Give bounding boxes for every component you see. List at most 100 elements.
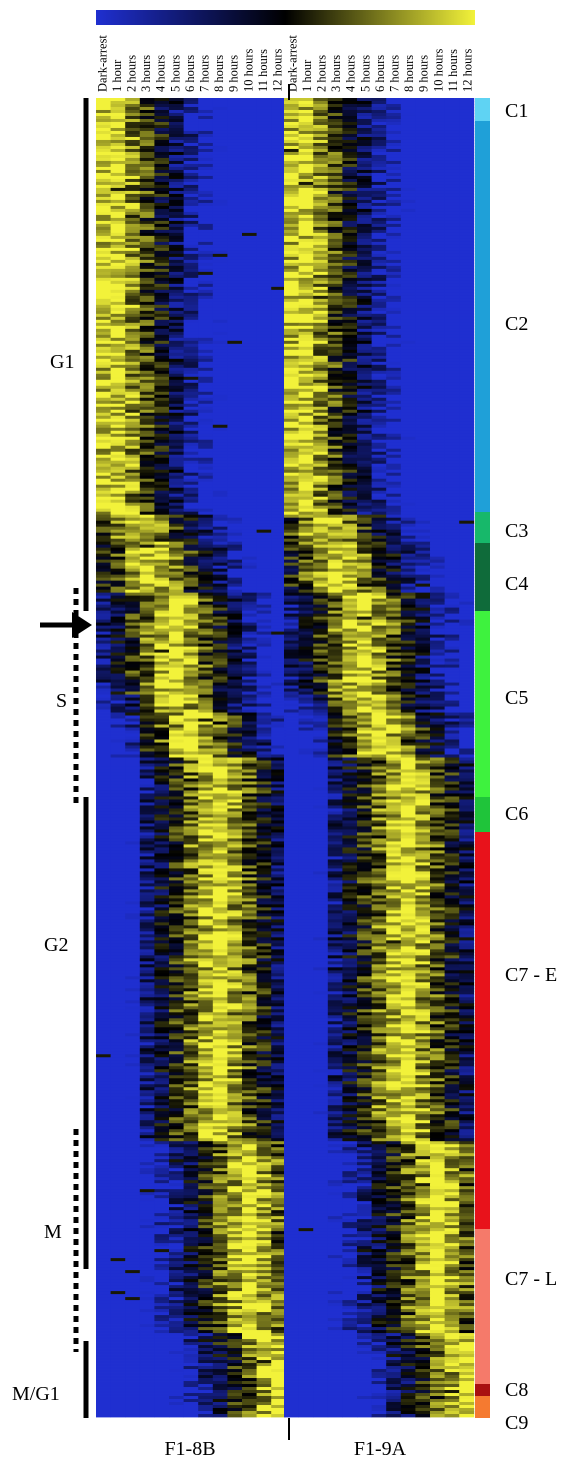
heatmap-cell — [212, 556, 228, 561]
heatmap-cell — [139, 322, 155, 327]
heatmap-cell — [198, 676, 214, 680]
heatmap-cell — [125, 364, 141, 369]
heatmap-cell — [198, 313, 214, 318]
heatmap-cell — [169, 1123, 184, 1127]
heatmap-cell — [139, 1117, 155, 1121]
heatmap-cell — [125, 628, 141, 632]
heatmap-cell — [256, 883, 272, 887]
heatmap-cell — [96, 739, 111, 743]
heatmap-cell — [110, 337, 126, 342]
heatmap-cell — [110, 520, 126, 525]
heatmap-cell — [242, 187, 257, 192]
heatmap-cell — [110, 1216, 126, 1220]
heatmap-cell — [227, 922, 243, 926]
heatmap-cell — [169, 574, 184, 579]
heatmap-cell — [198, 865, 214, 869]
heatmap-cell — [227, 379, 243, 384]
heatmap-cell — [242, 868, 257, 872]
heatmap-cell — [227, 331, 243, 336]
heatmap-cell — [96, 1189, 111, 1193]
heatmap-cell — [110, 373, 126, 378]
heatmap-cell — [242, 487, 257, 492]
heatmap-cell — [125, 934, 141, 938]
heatmap-cell — [242, 973, 257, 977]
heatmap-cell — [256, 808, 272, 812]
heatmap-cell — [198, 862, 214, 866]
heatmap-cell — [139, 1084, 155, 1088]
heatmap-cell — [154, 1126, 170, 1130]
heatmap-cell — [227, 265, 243, 270]
heatmap-cell — [125, 370, 141, 375]
heatmap-cell — [154, 112, 170, 117]
heatmap-cell — [227, 1195, 243, 1199]
heatmap-cell — [256, 493, 272, 498]
heatmap-cell — [256, 580, 272, 585]
heatmap-cell — [154, 727, 170, 731]
heatmap-cell — [125, 898, 141, 902]
heatmap-cell — [227, 775, 243, 779]
heatmap-cell — [139, 754, 155, 758]
heatmap-cell — [154, 775, 170, 779]
heatmap-cell — [139, 157, 155, 162]
heatmap-cell — [198, 874, 214, 878]
heatmap-cell — [125, 184, 141, 189]
heatmap-cell — [212, 334, 228, 339]
heatmap-cell — [169, 259, 184, 264]
heatmap-cell — [169, 718, 184, 722]
heatmap-cell — [139, 898, 155, 902]
heatmap-cell — [96, 778, 111, 782]
heatmap-cell — [96, 631, 111, 635]
heatmap-cell — [125, 1051, 141, 1055]
heatmap-cell — [110, 286, 126, 291]
heatmap-cell — [96, 280, 111, 285]
heatmap-cell — [139, 334, 155, 339]
heatmap-cell — [125, 802, 141, 806]
heatmap-cell — [183, 937, 199, 941]
heatmap-cell — [125, 511, 141, 516]
heatmap-cell — [256, 658, 272, 662]
heatmap-cell — [212, 652, 228, 656]
heatmap-cell — [271, 1102, 287, 1106]
heatmap-cell — [256, 349, 272, 354]
heatmap-cell — [154, 991, 170, 995]
heatmap-cell — [198, 520, 214, 525]
heatmap-cell — [271, 472, 287, 477]
heatmap-cell — [256, 1114, 272, 1118]
heatmap-cell — [154, 961, 170, 965]
heatmap-cell — [139, 568, 155, 573]
heatmap-cell — [110, 1159, 126, 1163]
heatmap-cell — [212, 1003, 228, 1007]
heatmap-cell — [169, 835, 184, 839]
heatmap-cell — [271, 1054, 287, 1058]
heatmap-cell — [139, 841, 155, 845]
heatmap-cell — [154, 922, 170, 926]
heatmap-cell — [169, 946, 184, 950]
heatmap-cell — [271, 799, 287, 803]
heatmap-cell — [227, 1219, 243, 1223]
heatmap-cell — [183, 406, 199, 411]
heatmap-cell — [96, 814, 111, 818]
heatmap-cell — [125, 604, 141, 609]
heatmap-cell — [242, 466, 257, 471]
heatmap-cell — [125, 778, 141, 782]
heatmap-cell — [183, 979, 199, 983]
heatmap-cell — [242, 733, 257, 737]
heatmap-cell — [169, 163, 184, 168]
heatmap-cell — [183, 250, 199, 255]
heatmap-cell — [198, 541, 214, 546]
heatmap-cell — [169, 1213, 184, 1217]
heatmap-cell — [154, 181, 170, 186]
heatmap-cell — [183, 1102, 199, 1106]
heatmap-cell — [110, 634, 126, 638]
heatmap-cell — [198, 178, 214, 183]
heatmap-cell — [96, 763, 111, 767]
heatmap-cell — [198, 1237, 214, 1241]
heatmap-cell — [110, 316, 126, 321]
heatmap-cell — [169, 478, 184, 483]
heatmap-cell — [256, 874, 272, 878]
heatmap-cell — [96, 112, 111, 117]
heatmap-cell — [212, 469, 228, 474]
heatmap-cell — [256, 595, 272, 600]
heatmap-cell — [125, 1153, 141, 1157]
heatmap-cell — [139, 1102, 155, 1106]
